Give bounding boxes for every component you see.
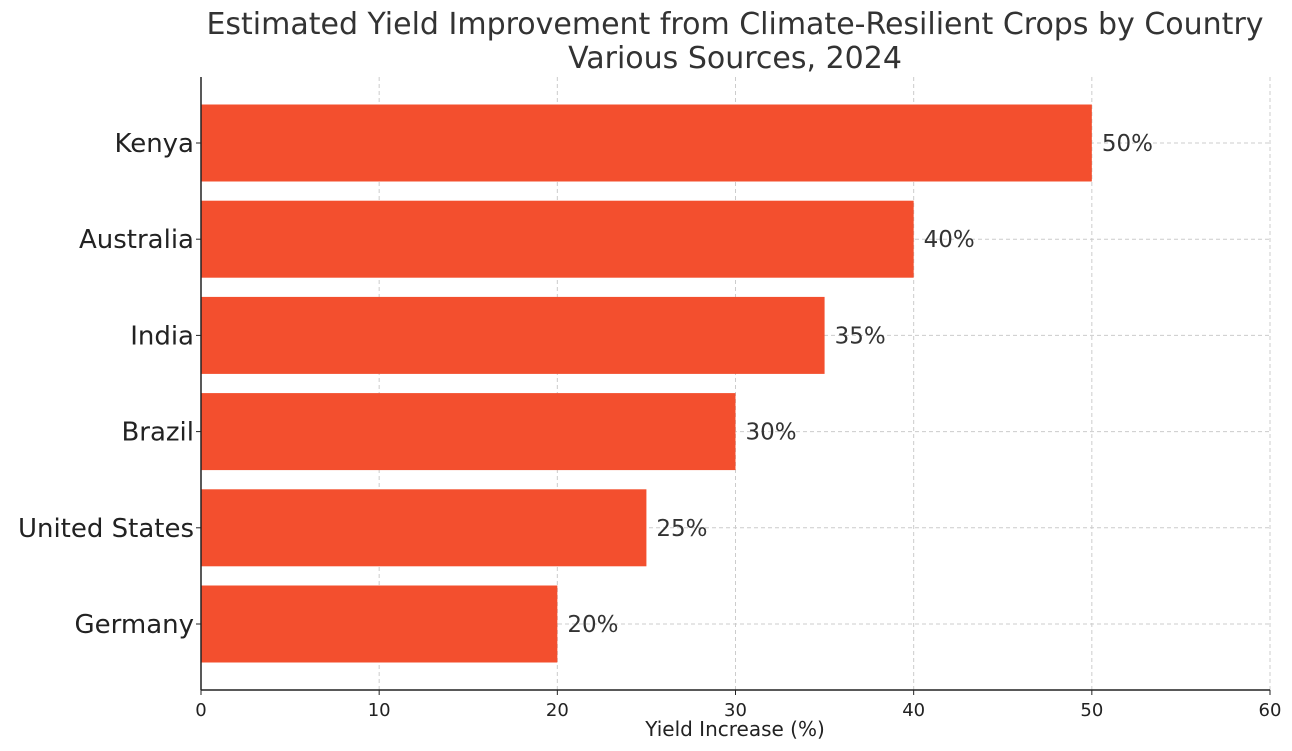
x-tick-label: 0 [195,700,206,721]
bar-united-states [201,489,647,567]
y-tick-label: Kenya [114,129,194,159]
data-label: 35% [835,323,886,349]
x-tick-label: 40 [902,700,925,721]
data-label: 30% [746,420,797,446]
x-tick-label: 10 [368,700,391,721]
data-label: 50% [1102,131,1153,157]
axes [200,77,1270,691]
y-tick-label: Germany [74,610,194,640]
bar-germany [201,585,558,663]
x-tick-label: 20 [546,700,569,721]
x-axis-label: Yield Increase (%) [644,717,825,741]
y-tick-label: India [130,321,194,351]
x-tick-label: 30 [724,700,747,721]
bar-india [201,296,825,374]
data-label: 25% [656,516,707,542]
x-tick-label: 50 [1080,700,1103,721]
y-tick-label: Australia [79,225,194,255]
labels: 0 10 20 30 40 50 60 Kenya 50% Australia 40% India 35… [18,129,1282,721]
x-tick-label: 60 [1259,700,1282,721]
chart-title: Estimated Yield Improvement from Climate… [206,7,1263,42]
chart-subtitle: Various Sources, 2024 [568,41,902,76]
bar-kenya [201,104,1092,182]
bar-australia [201,200,914,278]
y-tick-label: Brazil [121,418,194,448]
data-label: 20% [567,612,618,638]
data-label: 40% [924,227,975,253]
bars [201,104,1092,663]
y-tick-label: United States [18,514,194,544]
bar-brazil [201,393,736,471]
